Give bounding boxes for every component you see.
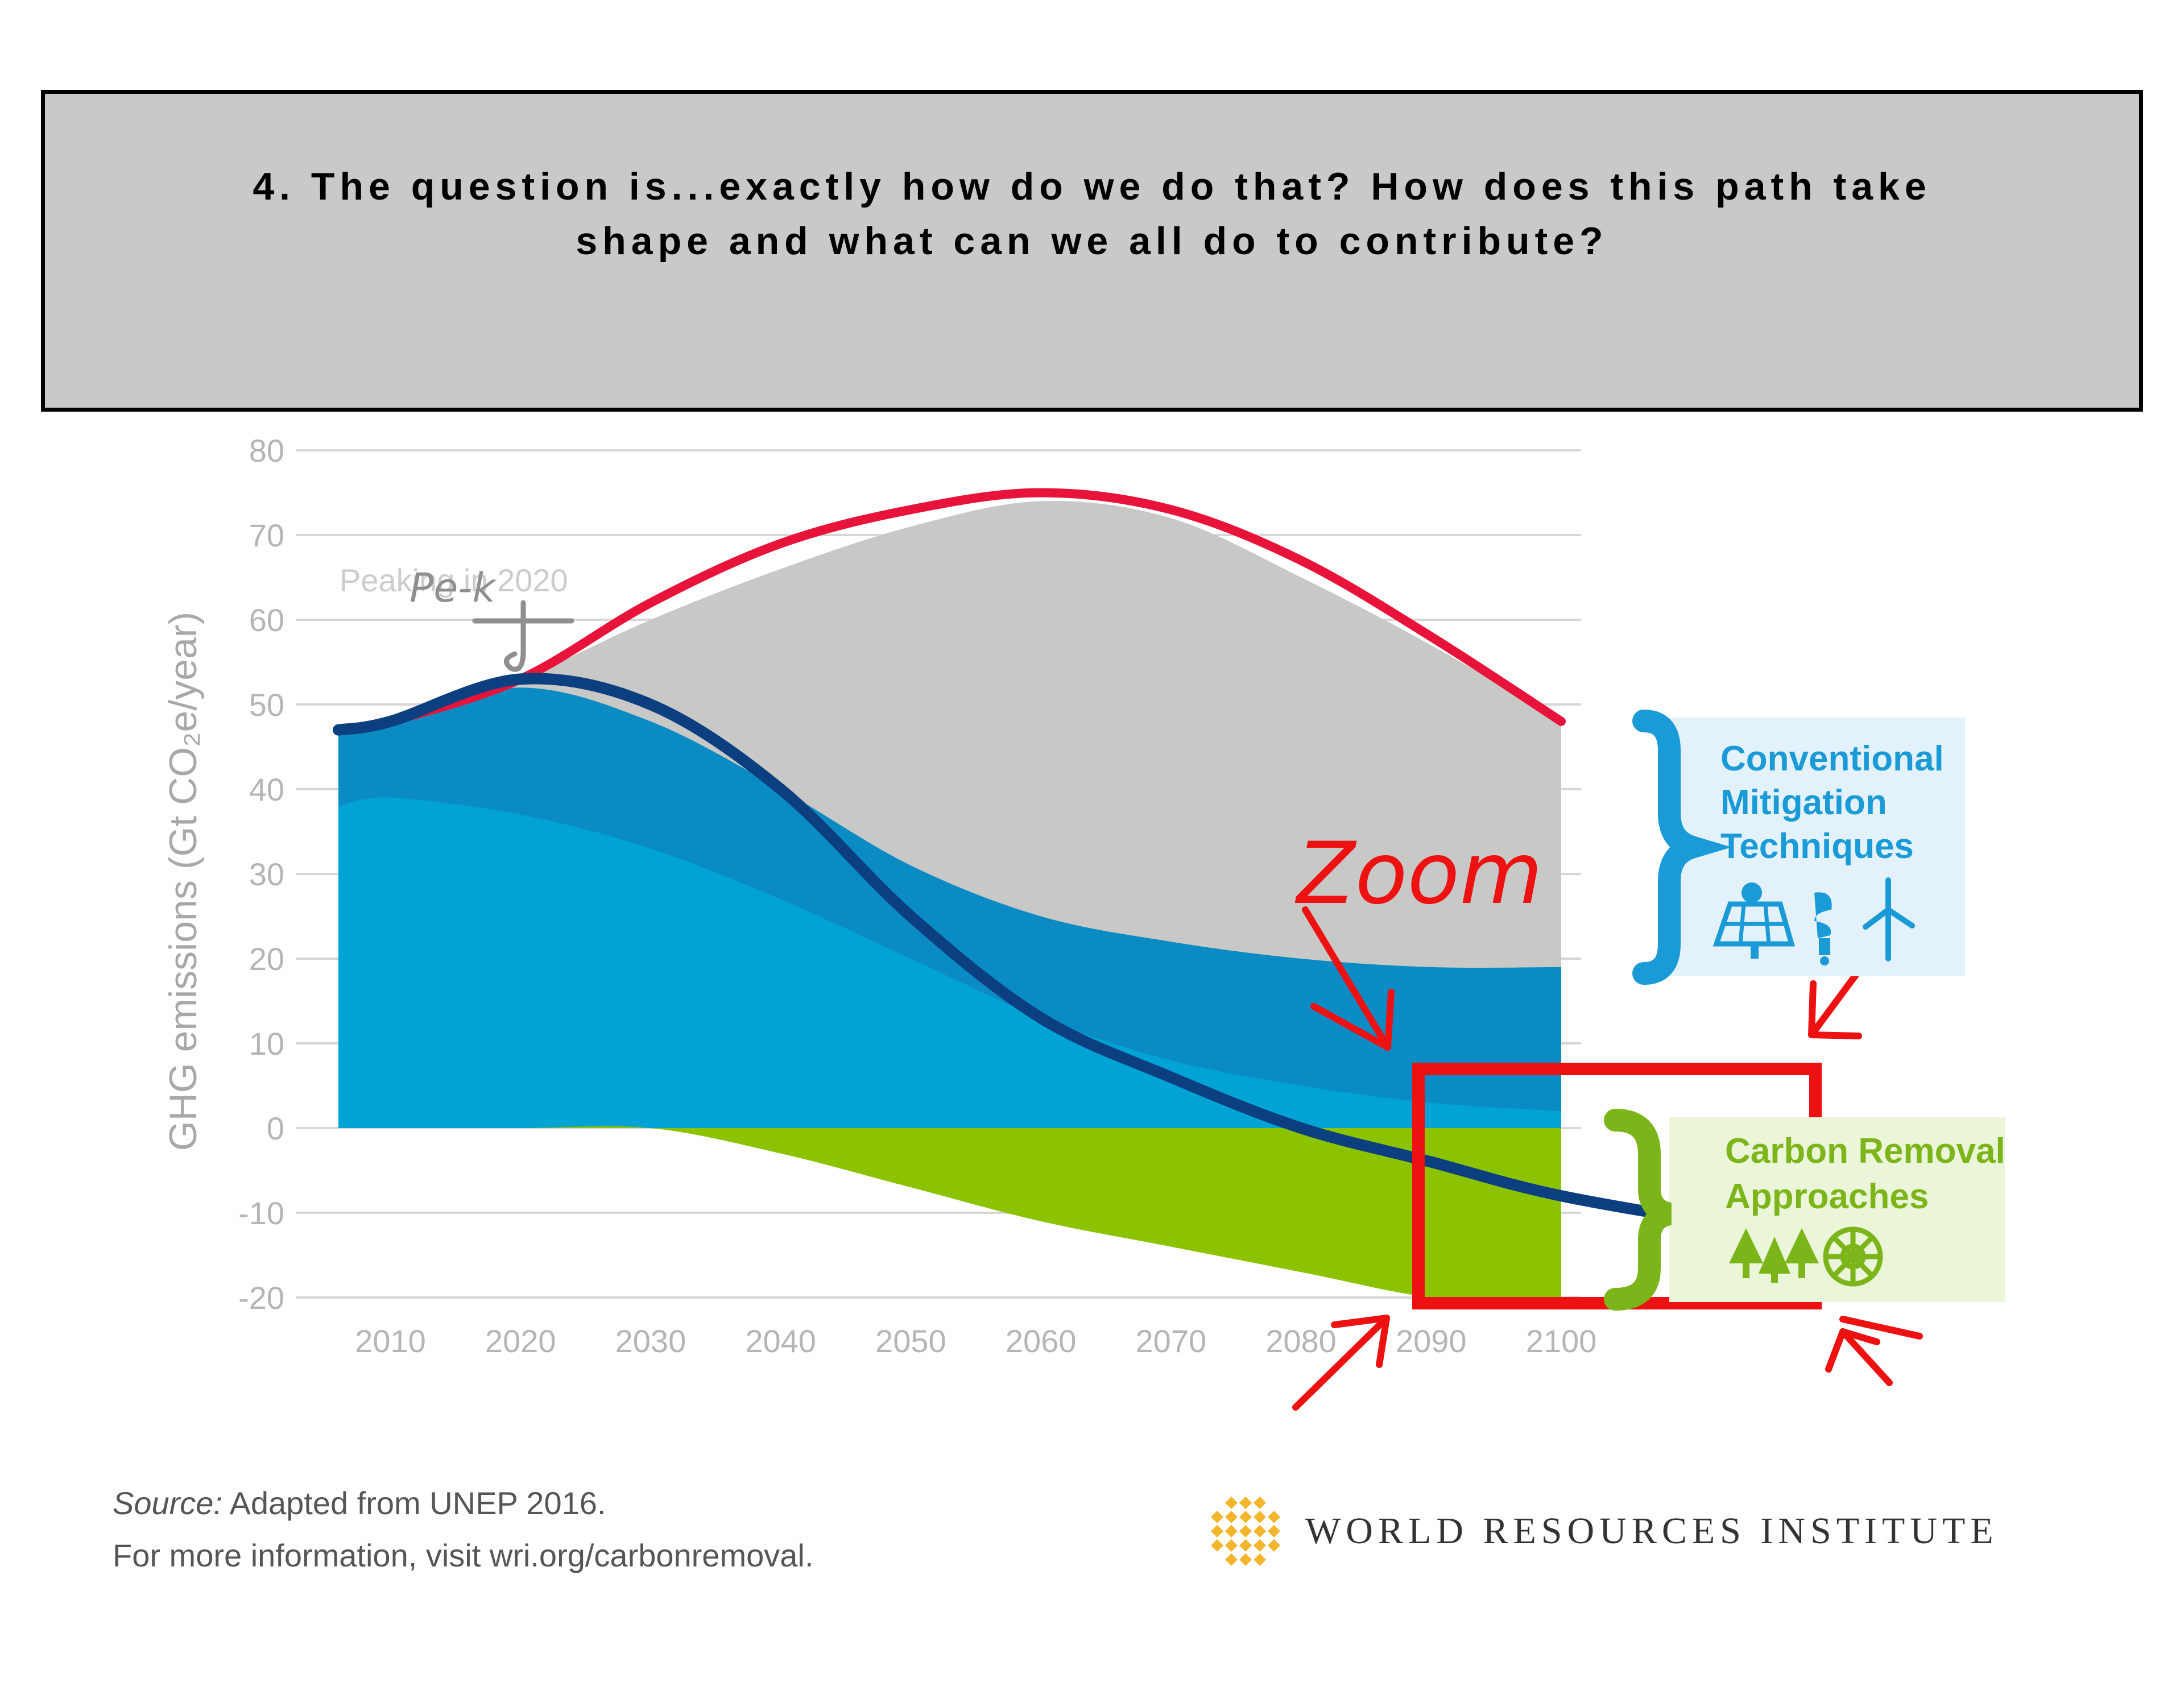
source-line: Source: Adapted from UNEP 2016.	[113, 1477, 813, 1530]
wri-diamond	[1225, 1525, 1238, 1537]
wri-mark-icon	[1211, 1497, 1280, 1566]
question-line-2: shape and what can we all do to contribu…	[576, 219, 1608, 263]
wri-diamond	[1239, 1511, 1252, 1523]
info-line: For more information, visit wri.org/carb…	[113, 1537, 814, 1573]
y-tick-label: 50	[249, 687, 284, 723]
wind-turbine-icon	[1863, 877, 1915, 961]
x-tick-label: 2010	[355, 1323, 426, 1359]
source-label: Source:	[113, 1485, 222, 1521]
y-tick-label: 80	[249, 433, 284, 469]
wri-diamond	[1225, 1553, 1238, 1566]
question-line-1: 4. The question is...exactly how do we d…	[253, 165, 1931, 208]
footer-source: Source: Adapted from UNEP 2016. For more…	[113, 1477, 813, 1582]
light-bulb-icon	[1814, 892, 1832, 965]
wri-diamond	[1225, 1539, 1238, 1552]
x-tick-label: 2050	[875, 1323, 946, 1359]
legend-carbon-removal: Carbon Removal Approaches	[1604, 1109, 2005, 1311]
wri-diamond	[1239, 1497, 1252, 1509]
peak-marker	[472, 600, 574, 672]
wri-diamond	[1268, 1525, 1280, 1537]
x-tick-label: 2020	[485, 1323, 556, 1359]
legend-conventional-line-1: Conventional	[1720, 739, 1944, 778]
wri-diamond	[1254, 1525, 1266, 1537]
legend-conventional-line-3: Techniques	[1720, 827, 1914, 866]
x-tick-label: 2040	[745, 1323, 816, 1359]
x-tick-label: 2070	[1136, 1323, 1207, 1359]
y-tick-label: -10	[238, 1195, 284, 1231]
x-tick-label: 2090	[1396, 1323, 1467, 1359]
y-tick-labels: 80 70 60 50 40 30 20 10 0 -10 -20	[238, 433, 284, 1316]
area-series-3	[338, 797, 1561, 1128]
wri-diamond	[1239, 1525, 1252, 1537]
line-series-5	[333, 673, 1763, 1236]
legend-carbon-line-2: Approaches	[1725, 1177, 1929, 1216]
x-tick-label: 2060	[1006, 1323, 1077, 1359]
y-tick-label: 40	[249, 772, 284, 807]
y-tick-label: 70	[249, 517, 284, 553]
area-layer	[338, 501, 1561, 1306]
x-tick-labels: 2010 2020 2030 2040 2050 2060 2070 2080 2090 2100	[355, 1323, 1596, 1359]
wri-name: WORLD RESOURCES INSTITUTE	[1305, 1510, 1999, 1552]
wri-diamond	[1254, 1553, 1266, 1566]
x-tick-label: 2100	[1526, 1323, 1597, 1359]
trees-icon	[1729, 1228, 1819, 1283]
wheel-icon	[1823, 1226, 1883, 1287]
peak-handwritten: Pe-k	[410, 565, 497, 611]
wri-diamond	[1268, 1511, 1280, 1523]
wri-diamond	[1239, 1553, 1252, 1566]
x-tick-label: 2080	[1265, 1323, 1337, 1359]
wri-diamond	[1254, 1511, 1266, 1523]
question-text: 4. The question is...exactly how do we d…	[82, 159, 2102, 268]
x-tick-label: 2030	[615, 1323, 686, 1359]
wri-diamond	[1268, 1539, 1280, 1552]
area-series-4	[338, 1126, 1561, 1306]
wri-diamond	[1239, 1539, 1252, 1552]
y-tick-label: -20	[238, 1280, 284, 1316]
solar-panel-icon	[1713, 882, 1795, 959]
y-tick-label: 30	[249, 856, 284, 892]
zoom-handwritten: Zoom	[1294, 824, 1542, 923]
y-tick-label: 10	[249, 1026, 284, 1062]
wri-diamond	[1225, 1511, 1238, 1523]
legend-conventional-line-2: Mitigation	[1720, 783, 1887, 822]
wri-mark	[1211, 1497, 1280, 1566]
y-tick-label: 0	[267, 1110, 284, 1146]
wri-diamond	[1254, 1539, 1266, 1552]
wri-diamond	[1211, 1539, 1223, 1552]
wri-diamond	[1211, 1511, 1223, 1523]
y-axis-label: GHG emissions (Gt CO₂e/year)	[162, 612, 205, 1151]
legend-carbon-line-1: Carbon Removal	[1725, 1131, 2005, 1171]
line-layer	[333, 488, 1763, 1236]
wri-logo: WORLD RESOURCES INSTITUTE	[1209, 1494, 1999, 1568]
y-tick-label: 20	[249, 941, 284, 977]
wri-diamond	[1225, 1497, 1238, 1509]
question-box: 4. The question is...exactly how do we d…	[41, 90, 2143, 412]
source-text: Adapted from UNEP 2016.	[222, 1485, 606, 1521]
legend-conventional: Conventional Mitigation Techniques	[1632, 710, 1965, 985]
wri-diamond	[1211, 1525, 1223, 1537]
y-tick-label: 60	[249, 602, 284, 638]
wri-diamond	[1254, 1497, 1266, 1509]
peak-label: Peaking in 2020	[340, 562, 568, 598]
